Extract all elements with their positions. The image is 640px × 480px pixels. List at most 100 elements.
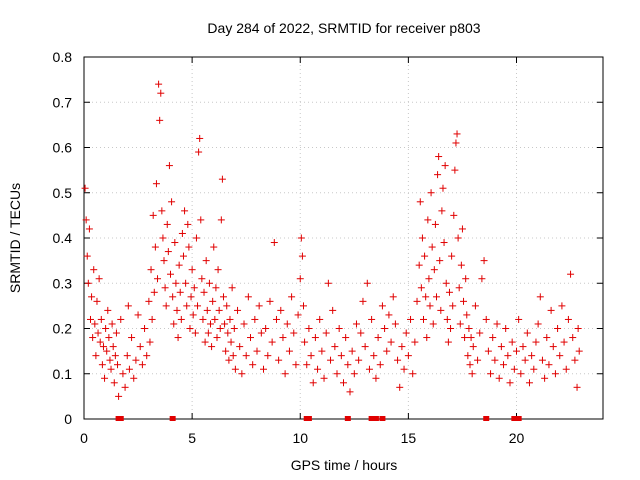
- x-tick-label: 0: [80, 430, 88, 446]
- data-point: [283, 320, 291, 328]
- data-point: [251, 315, 259, 323]
- data-point: [218, 175, 226, 183]
- data-point: [108, 320, 116, 328]
- data-point: [101, 374, 109, 382]
- data-point: [389, 293, 397, 301]
- data-point: [107, 365, 115, 373]
- data-point: [155, 80, 163, 88]
- data-point: [174, 334, 182, 342]
- data-point: [106, 356, 114, 364]
- data-point: [184, 220, 192, 228]
- chart-title: Day 284 of 2022, SRMTID for receiver p80…: [207, 20, 480, 36]
- data-point: [85, 225, 93, 233]
- zero-value-point: [344, 416, 351, 421]
- data-point: [210, 243, 218, 251]
- data-point: [228, 284, 236, 292]
- data-point: [458, 225, 466, 233]
- data-point: [322, 329, 330, 337]
- data-point: [443, 315, 451, 323]
- data-point: [497, 343, 505, 351]
- data-point: [227, 338, 235, 346]
- data-point: [517, 370, 525, 378]
- data-point: [212, 284, 220, 292]
- data-point: [463, 311, 471, 319]
- data-point: [361, 343, 369, 351]
- data-point: [95, 275, 103, 283]
- data-point: [244, 293, 252, 301]
- zero-value-point: [169, 416, 176, 421]
- data-point: [125, 365, 133, 373]
- zero-value-point: [117, 416, 124, 421]
- zero-value-point: [483, 416, 490, 421]
- data-point: [309, 379, 317, 387]
- data-point: [368, 315, 376, 323]
- data-point: [428, 243, 436, 251]
- data-point: [482, 315, 490, 323]
- data-point: [285, 347, 293, 355]
- data-point: [461, 334, 469, 342]
- data-point: [216, 325, 224, 332]
- data-points: [81, 80, 583, 421]
- data-point: [383, 347, 391, 355]
- data-point: [115, 392, 123, 400]
- data-point: [157, 89, 165, 97]
- data-point: [352, 320, 360, 328]
- x-tick-label: 5: [188, 430, 196, 446]
- data-point: [460, 297, 468, 305]
- grid-lines: [84, 57, 603, 419]
- data-point: [209, 297, 217, 305]
- data-point: [416, 198, 424, 206]
- data-point: [234, 306, 242, 314]
- data-point: [290, 329, 298, 337]
- data-point: [222, 347, 230, 355]
- zero-value-point: [305, 416, 312, 421]
- data-point: [277, 306, 285, 314]
- data-point: [143, 352, 151, 360]
- data-point: [104, 306, 112, 314]
- data-point: [112, 329, 120, 337]
- data-point: [445, 288, 453, 296]
- data-point: [453, 130, 461, 138]
- data-point: [437, 306, 445, 314]
- data-point: [564, 315, 572, 323]
- data-point: [201, 338, 209, 346]
- data-point: [171, 239, 179, 247]
- data-point: [225, 356, 233, 364]
- data-point: [391, 320, 399, 328]
- data-point: [434, 171, 442, 179]
- data-point: [471, 302, 479, 310]
- data-point: [141, 325, 149, 332]
- y-axis-tick-labels: 0 0.1 0.2 0.3 0.4 0.5 0.6 0.7 0.8: [53, 49, 73, 427]
- data-point: [202, 257, 210, 265]
- data-point: [238, 370, 246, 378]
- data-point: [148, 315, 156, 323]
- data-point: [560, 338, 568, 346]
- data-point: [266, 297, 274, 305]
- data-point: [196, 134, 204, 142]
- data-point: [440, 239, 448, 247]
- data-point: [444, 338, 452, 346]
- data-point: [378, 302, 386, 310]
- data-point: [82, 216, 90, 224]
- data-point: [464, 352, 472, 360]
- data-point: [164, 248, 172, 256]
- data-point: [158, 207, 166, 215]
- data-point: [119, 370, 127, 378]
- data-point: [272, 315, 280, 323]
- data-point: [156, 116, 164, 124]
- data-point: [571, 356, 579, 364]
- data-point: [387, 338, 395, 346]
- data-point: [510, 365, 518, 373]
- data-point: [344, 361, 352, 369]
- data-point: [98, 361, 106, 369]
- data-point: [110, 379, 118, 387]
- data-point: [204, 329, 212, 337]
- data-point: [536, 293, 544, 301]
- data-point: [124, 302, 132, 310]
- data-point: [447, 325, 455, 332]
- data-point: [187, 293, 195, 301]
- data-point: [467, 334, 475, 342]
- data-point: [538, 356, 546, 364]
- data-point: [203, 306, 211, 314]
- data-point: [191, 329, 199, 337]
